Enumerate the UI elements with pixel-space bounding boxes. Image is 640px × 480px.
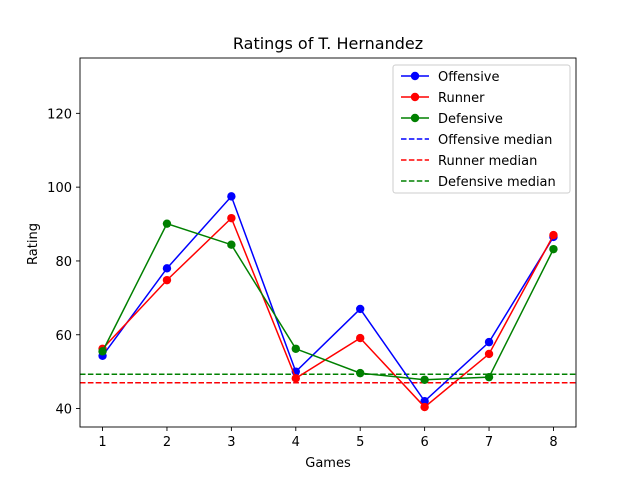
x-tick-label-0: 1 <box>98 435 106 450</box>
x-axis-label: Games <box>305 456 351 471</box>
data-point-1-3 <box>291 374 300 383</box>
x-tick-label-4: 5 <box>356 435 364 450</box>
data-point-0-6 <box>484 337 494 347</box>
data-point-1-5 <box>420 402 429 412</box>
y-tick-label-0: 40 <box>55 403 72 418</box>
data-point-2-5 <box>420 375 429 384</box>
legend-label-0: Offensive <box>438 70 500 85</box>
y-tick-label-3: 100 <box>47 181 72 196</box>
y-tick-label-4: 120 <box>47 107 72 122</box>
data-point-2-6 <box>484 372 494 382</box>
data-point-2-0 <box>98 347 107 356</box>
x-tick-label-7: 8 <box>549 435 557 450</box>
data-point-2-1 <box>162 219 172 228</box>
data-point-0-4 <box>356 304 365 314</box>
chart-title: Ratings of T. Hernandez <box>233 34 423 53</box>
legend-label-3: Offensive median <box>438 133 552 148</box>
data-point-1-4 <box>356 333 365 343</box>
y-tick-label-1: 60 <box>55 329 72 344</box>
legend-marker-0 <box>410 71 420 81</box>
x-tick-label-6: 7 <box>485 435 493 450</box>
legend-label-5: Defensive median <box>438 175 556 190</box>
data-point-0-2 <box>227 192 236 201</box>
series-line-1 <box>101 216 555 409</box>
data-point-2-4 <box>356 368 365 378</box>
legend-label-1: Runner <box>438 91 485 106</box>
series-line-2 <box>101 222 555 381</box>
y-axis-label: Rating <box>26 223 41 265</box>
data-point-0-1 <box>162 264 172 273</box>
data-point-1-2 <box>227 213 236 223</box>
data-point-1-6 <box>484 349 494 359</box>
legend-label-4: Runner median <box>438 154 537 169</box>
plot-frame <box>79 57 577 428</box>
data-point-2-3 <box>291 344 300 353</box>
series-line-0 <box>101 194 555 403</box>
data-point-0-5 <box>420 396 429 406</box>
legend-marker-1 <box>410 92 420 102</box>
x-tick-label-3: 4 <box>292 435 300 450</box>
legend-box <box>392 64 571 194</box>
legend-label-2: Defensive <box>438 112 503 127</box>
data-point-2-7 <box>549 244 558 254</box>
data-point-2-2 <box>227 240 236 249</box>
legend-marker-2 <box>410 113 420 123</box>
x-tick-label-1: 2 <box>163 435 171 450</box>
x-tick-label-5: 6 <box>420 435 428 450</box>
y-tick-label-2: 80 <box>55 255 72 270</box>
x-tick-label-2: 3 <box>227 435 235 450</box>
data-point-1-7 <box>549 230 558 240</box>
data-point-1-1 <box>162 275 172 285</box>
